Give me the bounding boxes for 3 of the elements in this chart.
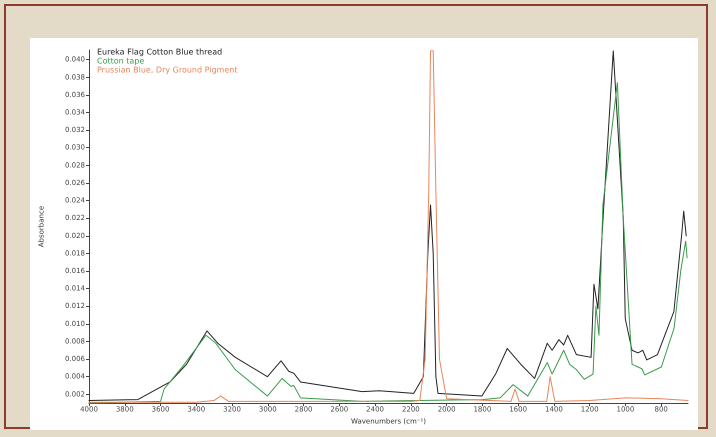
text: Eureka Flag Cotton Blue thread <box>97 48 222 56</box>
text: Cotton tape <box>97 56 144 66</box>
text: Prussian Blue, Dry Ground Pigment <box>97 66 238 74</box>
